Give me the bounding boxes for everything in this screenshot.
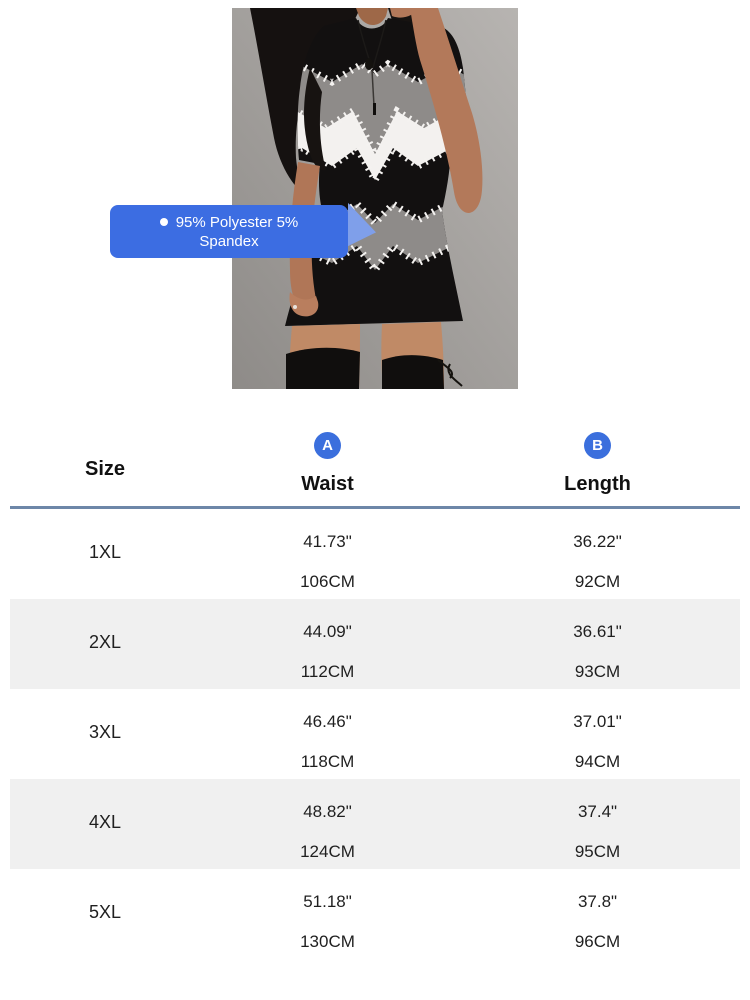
length-cm: 95CM <box>574 842 621 861</box>
length-cell: 37.4" 95CM <box>455 779 740 869</box>
length-inches: 37.01" <box>573 712 622 731</box>
size-label: 3XL <box>88 722 122 742</box>
size-column-title: Size <box>84 458 126 480</box>
fabric-callout-line1: 95% Polyester 5% <box>159 213 299 232</box>
column-header-length: B Length <box>455 425 740 506</box>
waist-cell: 41.73" 106CM <box>200 509 455 599</box>
fingernail <box>293 305 297 309</box>
fabric-callout-line2: Spandex <box>199 232 258 251</box>
length-cm: 96CM <box>574 932 621 951</box>
length-cm: 93CM <box>574 662 621 681</box>
waist-column-title: Waist <box>301 473 354 495</box>
product-photo-illustration <box>232 8 518 389</box>
fabric-text: 95% Polyester 5% <box>175 213 299 231</box>
waist-inches: 51.18" <box>303 892 352 911</box>
fabric-text-2: Spandex <box>199 232 259 250</box>
waist-inches: 41.73" <box>303 532 352 551</box>
waist-cell: 51.18" 130CM <box>200 869 455 959</box>
waist-cell: 48.82" 124CM <box>200 779 455 869</box>
table-row-1xl: 1XL 41.73" 106CM 36.22" 92CM <box>10 509 740 599</box>
column-header-size: Size <box>10 425 200 506</box>
dress-white-band <box>285 111 469 180</box>
bullet-icon <box>159 218 168 226</box>
waist-cm: 130CM <box>300 932 355 951</box>
hair-left <box>250 8 360 200</box>
length-cell: 37.8" 96CM <box>455 869 740 959</box>
length-inches: 36.61" <box>573 622 622 641</box>
waist-cell: 46.46" 118CM <box>200 689 455 779</box>
waist-inches: 48.82" <box>303 802 352 821</box>
length-inches: 37.4" <box>577 802 618 821</box>
length-cm: 94CM <box>574 752 621 771</box>
waist-cm: 118CM <box>300 752 355 771</box>
fabric-callout: 95% Polyester 5% Spandex <box>110 205 348 258</box>
hand-on-head-skin <box>390 8 418 18</box>
size-label: 5XL <box>88 902 122 922</box>
waist-cell: 44.09" 112CM <box>200 599 455 689</box>
table-row-5xl: 5XL 51.18" 130CM 37.8" 96CM <box>10 869 740 959</box>
size-label: 1XL <box>88 542 122 562</box>
length-cell: 36.61" 93CM <box>455 599 740 689</box>
table-row-2xl: 2XL 44.09" 112CM 36.61" 93CM <box>10 599 740 689</box>
length-cm: 92CM <box>574 572 621 591</box>
badge-b-icon: B <box>584 432 611 459</box>
raised-arm-skin <box>410 8 483 213</box>
product-photo <box>232 8 518 389</box>
waist-cm: 112CM <box>300 662 355 681</box>
boot-lace <box>437 359 463 387</box>
length-cell: 36.22" 92CM <box>455 509 740 599</box>
size-chart-header: Size A Waist B Length <box>10 425 740 506</box>
header-divider <box>10 506 740 509</box>
size-chart: Size A Waist B Length 1XL 41.73" 106CM 3… <box>10 425 740 959</box>
length-inches: 36.22" <box>573 532 622 551</box>
right-boot <box>382 355 444 389</box>
column-header-waist: A Waist <box>200 425 455 506</box>
waist-cm: 106CM <box>300 572 355 591</box>
necklace <box>357 19 387 115</box>
size-label: 4XL <box>88 812 122 832</box>
size-label: 2XL <box>88 632 122 652</box>
waist-inches: 46.46" <box>303 712 352 731</box>
table-row-3xl: 3XL 46.46" 118CM 37.01" 94CM <box>10 689 740 779</box>
length-inches: 37.8" <box>577 892 618 911</box>
table-row-4xl: 4XL 48.82" 124CM 37.4" 95CM <box>10 779 740 869</box>
neck-skin <box>356 8 388 25</box>
left-boot <box>286 347 360 389</box>
hair-strand <box>304 68 326 171</box>
left-hand-skin <box>289 292 319 317</box>
length-column-title: Length <box>564 473 631 495</box>
waist-inches: 44.09" <box>303 622 352 641</box>
badge-a-icon: A <box>314 432 341 459</box>
waist-cm: 124CM <box>300 842 355 861</box>
length-cell: 37.01" 94CM <box>455 689 740 779</box>
